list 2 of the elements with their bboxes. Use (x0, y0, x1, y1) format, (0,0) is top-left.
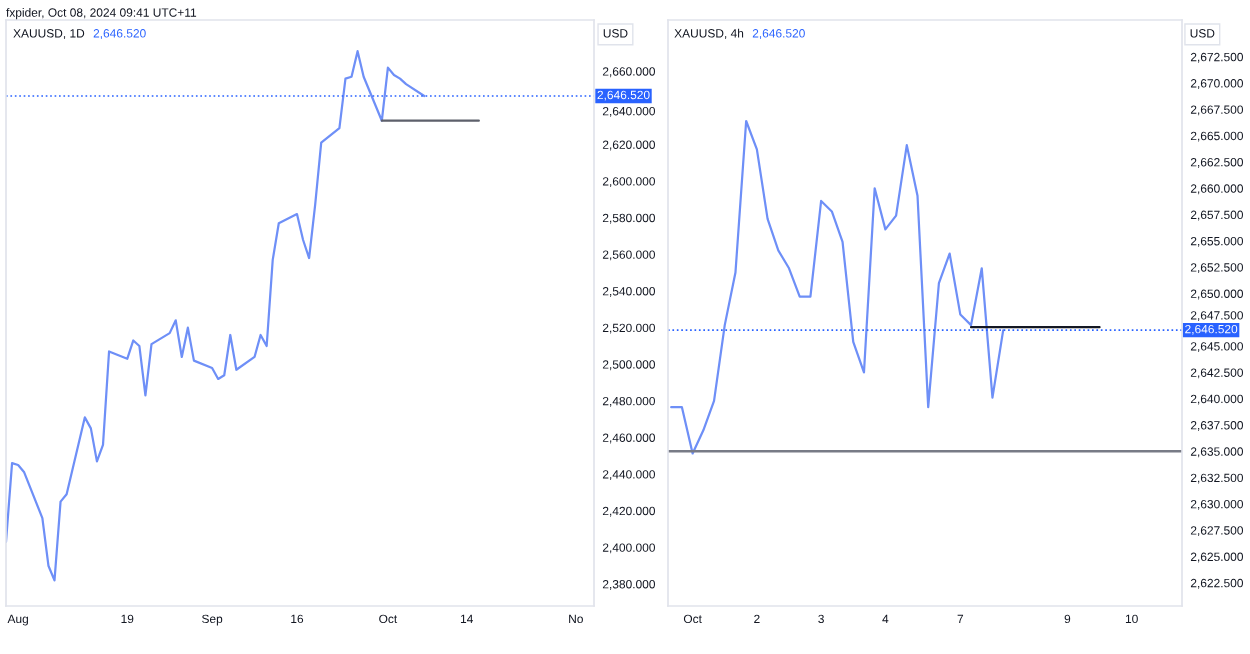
line-series (670, 119, 1005, 455)
line-series (6, 50, 426, 582)
